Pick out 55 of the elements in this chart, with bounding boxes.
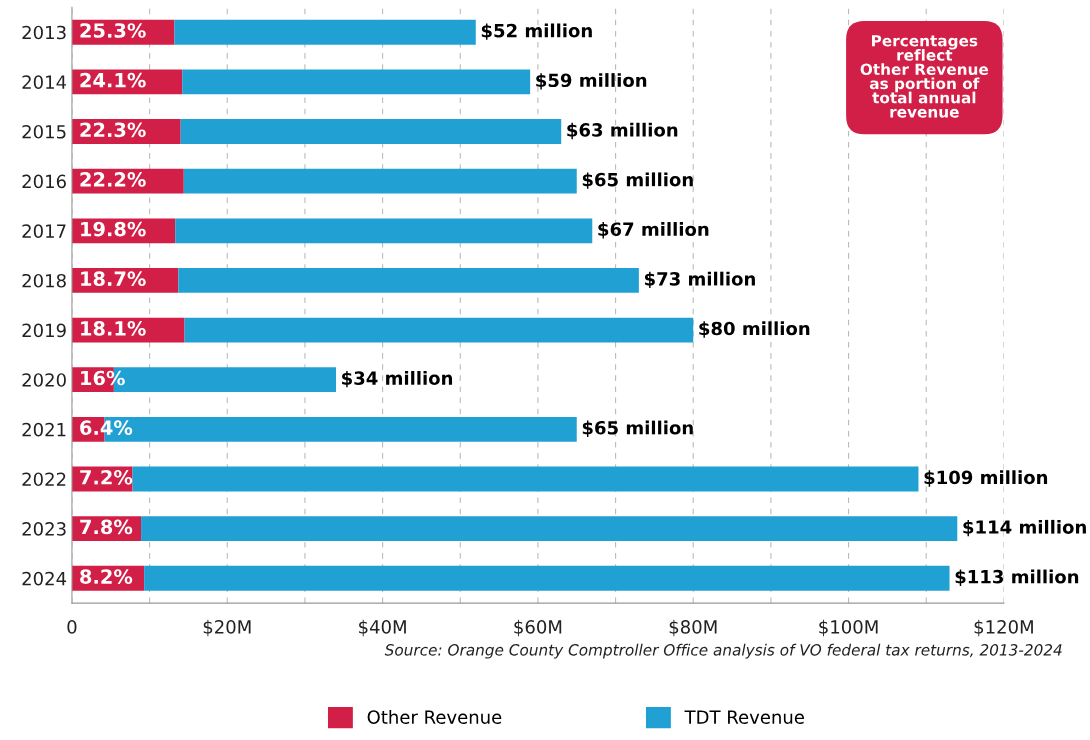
y-tick-label: 2016 [22,174,66,189]
bar [144,565,950,591]
x-tick-label: $100M [819,619,878,637]
annotation: 25.3% [80,23,146,38]
total-label: $59 million [536,73,647,90]
total-label: $109 million [924,470,1048,487]
total-label: $113 million [955,569,1079,586]
y-tick-label: 2015 [22,124,66,139]
y-tick-label: 2022 [22,472,66,487]
x-tick-label: $20M [203,619,251,637]
y-tick-label: 2018 [22,273,66,288]
bar [182,69,531,95]
x-tick-label: $40M [359,619,406,637]
y-tick-label: 2019 [22,323,66,338]
total-label: $65 million [582,420,693,437]
y-tick-label: 2023 [22,522,66,536]
y-tick-label: 2017 [22,224,66,238]
y-tick-label: 2014 [22,75,67,89]
x-tick-label: $120M [974,619,1033,637]
y-tick-label: 2024 [22,571,67,586]
bar [141,516,958,542]
total-label: $52 million [481,23,592,40]
total-label: $34 million [342,370,453,388]
annotation: 7.2% [80,469,133,485]
y-tick-label: 2021 [22,422,66,437]
bar [180,119,562,144]
bar [178,268,639,293]
total-label: $63 million [567,122,678,140]
y-tick-label: 2013 [22,25,66,40]
x-tick-label: $80M [669,619,717,637]
legend-label: Other Revenue [367,709,502,724]
total-label: $67 million [598,222,709,239]
total-label: $114 million [963,519,1086,537]
annotation: 22.2% [80,172,146,187]
bar [175,218,593,244]
y-tick-label: 2020 [22,373,66,387]
annotation: 18.1% [81,321,146,336]
annotation: 8.2% [80,569,133,584]
bar [183,168,577,194]
bar [174,19,476,45]
total-label: $73 million [644,271,755,289]
annotation: 7.8% [80,519,133,535]
annotation: Percentages reflect Other Revenue as portion of total annual revenue [860,35,989,118]
bar [184,317,694,343]
annotation: 24.1% [80,72,146,88]
x-tick-label: 0 [67,620,77,634]
bar [132,466,919,492]
source-note: Source: Orange County Comptroller Office analysis of VO federal tax returns, 2013-2024 [384,643,1062,659]
annotation: 18.7% [81,271,146,287]
total-label: $80 million [699,321,810,338]
annotation: 22.3% [80,122,146,138]
total-label: $65 million [582,172,693,189]
annotation: 19.8% [81,221,146,237]
x-tick-label: $60M [514,619,562,637]
legend-label: TDT Revenue [684,710,804,724]
